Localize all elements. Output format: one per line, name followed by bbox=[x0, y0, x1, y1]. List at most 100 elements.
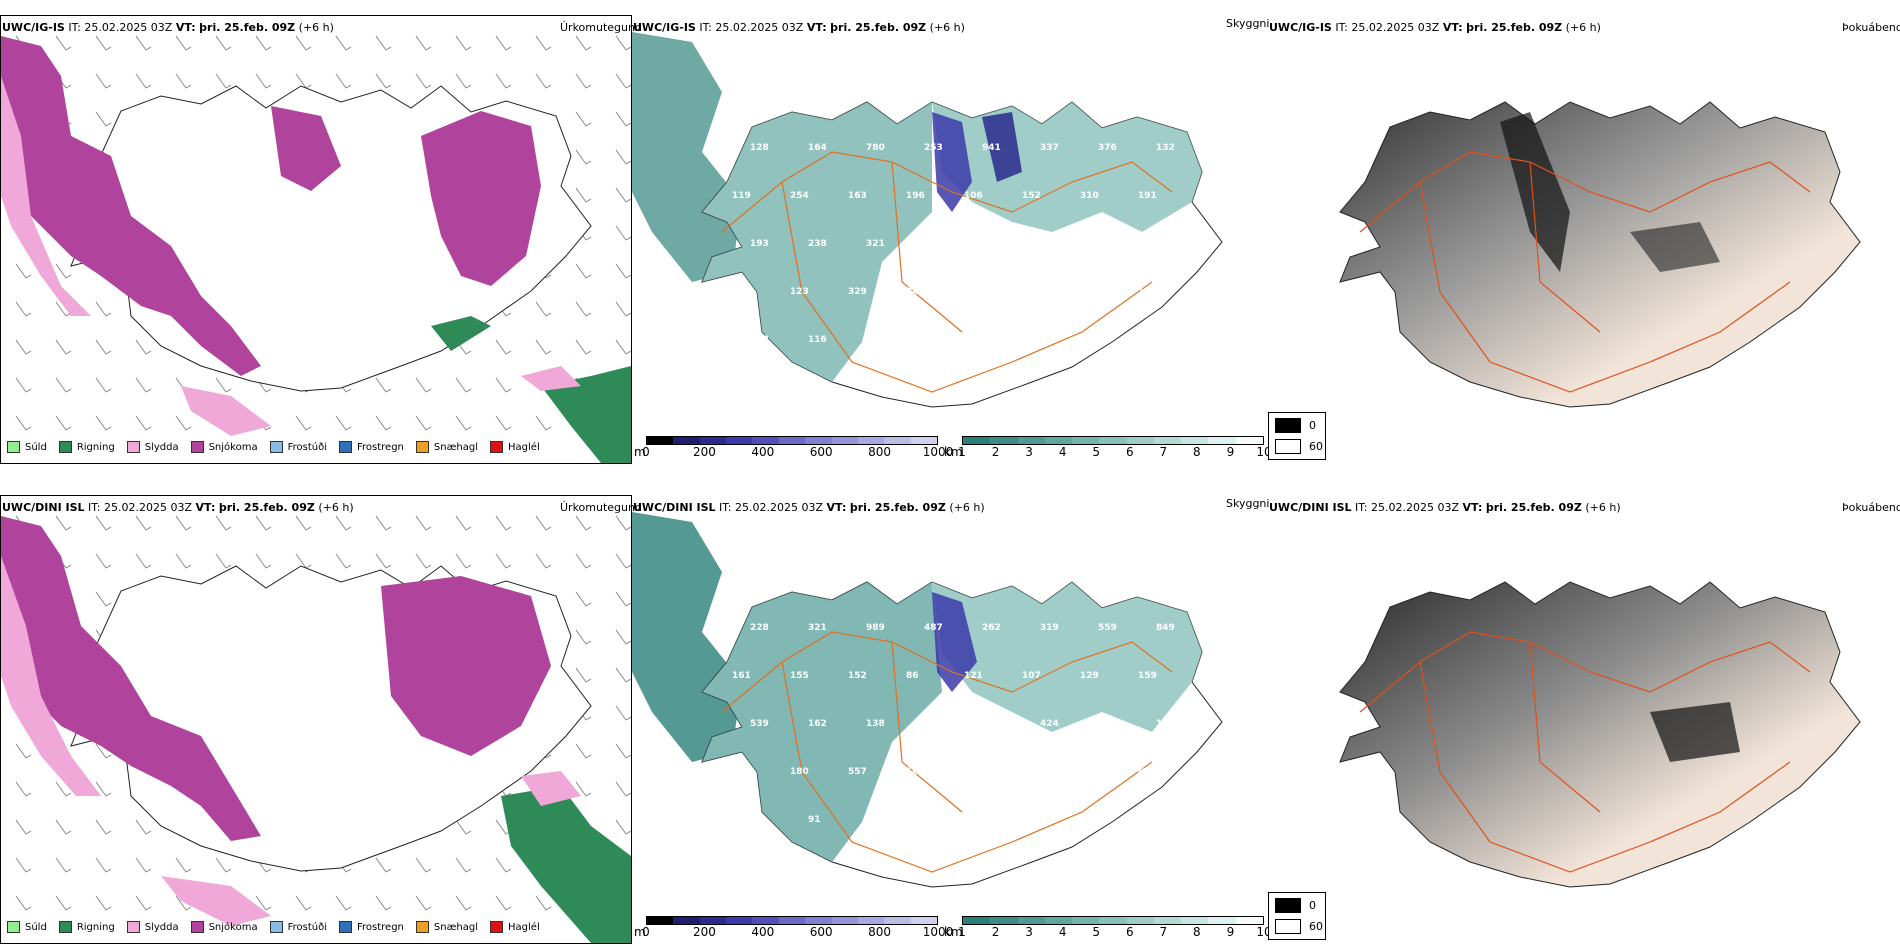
cloud-map-svg-1: 372 348 550 425 291 754 248 256 128 164 780 253 941 3… bbox=[632, 32, 1223, 408]
wind-barb bbox=[95, 781, 112, 797]
colorbar-segment bbox=[1153, 917, 1182, 924]
wind-barb bbox=[415, 515, 432, 531]
colorbar-segment bbox=[1072, 917, 1100, 924]
wind-barb bbox=[375, 415, 392, 431]
wind-barb bbox=[335, 553, 352, 569]
cloud-base-label: 895 bbox=[848, 575, 867, 585]
wind-barb bbox=[375, 895, 392, 911]
colorbar-segment bbox=[1153, 437, 1182, 444]
sleet-area-3 bbox=[181, 386, 271, 436]
precip-legend-1: Súld Rigning Slydda Snjókoma Frostúði Fr… bbox=[7, 441, 552, 453]
cloud-base-label: 191 bbox=[1138, 191, 1157, 201]
snow-area-north bbox=[271, 106, 341, 191]
cloud-base-label: 620 bbox=[1138, 767, 1157, 777]
cloud-base-label: 162 bbox=[808, 719, 827, 729]
wind-barb bbox=[95, 35, 112, 51]
colorbar-tick: 10 bbox=[1256, 925, 1272, 939]
cloud-title-2: Skyggni bbox=[1226, 497, 1270, 510]
cloud-base-label: 401 bbox=[1080, 287, 1099, 297]
colorbar-tick: 0 bbox=[642, 925, 650, 939]
cloud-base-unit-1: m bbox=[634, 445, 646, 459]
wind-barb bbox=[95, 111, 112, 127]
dark-fog-band-2 bbox=[1630, 222, 1720, 272]
wind-barb bbox=[615, 111, 631, 127]
colorbar-segment bbox=[1208, 917, 1236, 924]
colorbar-tick: 8 bbox=[1193, 445, 1201, 459]
legend-swatch bbox=[58, 441, 72, 453]
rain-area-2 bbox=[431, 316, 491, 351]
cloud-base-label: 292 bbox=[1022, 575, 1041, 585]
wind-barb bbox=[175, 415, 192, 431]
wind-barb bbox=[575, 149, 592, 165]
wind-barb bbox=[335, 415, 352, 431]
fog-legend-item: 0 bbox=[1275, 418, 1316, 433]
cloud-base-label: 248 bbox=[1080, 95, 1099, 105]
cloud-base-label: 574 bbox=[1098, 719, 1117, 729]
wind-barb bbox=[175, 515, 192, 531]
cloud-base-label: 355 bbox=[1138, 575, 1157, 585]
precip-title-1: Úrkomutegund bbox=[560, 21, 642, 34]
road-network bbox=[1359, 631, 1811, 873]
wind-barb bbox=[135, 819, 152, 835]
colorbar-tick: 7 bbox=[1159, 445, 1168, 459]
cloud-base-label: 319 bbox=[1040, 623, 1059, 633]
legend-item: Slydda bbox=[126, 921, 179, 933]
legend-swatch bbox=[58, 921, 72, 933]
cloud-base-label: 106 bbox=[964, 191, 983, 201]
wind-barb bbox=[495, 35, 512, 51]
wind-barb bbox=[255, 895, 272, 911]
wind-barb bbox=[295, 895, 312, 911]
dark-fog-band bbox=[1650, 702, 1740, 762]
colorbar-tick: 1000 bbox=[922, 445, 954, 459]
visibility-colorbar-1: 1 2 3 4 5 6 7 8 9 10 bbox=[958, 436, 1272, 459]
wind-barb bbox=[135, 377, 152, 393]
wind-barb bbox=[295, 415, 312, 431]
visibility-area-east bbox=[932, 582, 1202, 732]
wind-barb bbox=[455, 553, 472, 569]
wind-barb bbox=[95, 819, 112, 835]
legend-swatch bbox=[269, 921, 283, 933]
wind-barb bbox=[615, 339, 631, 355]
wind-barb bbox=[95, 743, 112, 759]
colorbar-segment bbox=[857, 917, 885, 924]
wind-barb bbox=[575, 73, 592, 89]
cloud-map-2: 847 328 895 313 296 292 300 355 228 321 989 487 262 3… bbox=[632, 512, 1262, 912]
legend-swatch bbox=[415, 441, 429, 453]
precip-title-2: Úrkomutegund bbox=[560, 501, 642, 514]
wind-barb bbox=[455, 515, 472, 531]
wind-barb bbox=[135, 73, 152, 89]
cloud-base-label: 329 bbox=[848, 287, 867, 297]
wind-barb bbox=[615, 515, 631, 531]
colorbar-segment bbox=[1044, 917, 1073, 924]
cloud-base-label: 163 bbox=[906, 767, 925, 777]
wind-barb bbox=[15, 301, 32, 317]
sleet-area-2 bbox=[521, 771, 581, 806]
colorbar-segment bbox=[1017, 437, 1045, 444]
wind-barb bbox=[15, 339, 32, 355]
cloud-base-label: 163 bbox=[848, 191, 867, 201]
wind-barb bbox=[455, 415, 472, 431]
wind-barb bbox=[15, 263, 32, 279]
colorbar-tick: 800 bbox=[868, 445, 892, 459]
wind-barb bbox=[95, 895, 112, 911]
wind-barb bbox=[575, 263, 592, 279]
wind-barb bbox=[135, 339, 152, 355]
colorbar-tick: 6 bbox=[1125, 925, 1134, 939]
wind-barb bbox=[95, 515, 112, 531]
fog-legend-1: 0 60 bbox=[1268, 412, 1326, 460]
colorbar-segment bbox=[910, 437, 937, 444]
legend-item: Snæhagl bbox=[415, 921, 478, 933]
snow-area-east bbox=[421, 111, 541, 286]
colorbar-segment bbox=[647, 917, 674, 924]
wind-barb bbox=[95, 73, 112, 89]
wind-barb bbox=[215, 553, 232, 569]
cloud-base-label: 768 bbox=[982, 719, 1001, 729]
cloud-base-label: 557 bbox=[848, 767, 867, 777]
colorbar-segment bbox=[752, 437, 779, 444]
cloud-base-label: 123 bbox=[790, 287, 809, 297]
sleet-area bbox=[1, 76, 91, 316]
colorbar-segment bbox=[778, 437, 806, 444]
wind-barb bbox=[615, 591, 631, 607]
wind-barb bbox=[615, 553, 631, 569]
legend-swatch bbox=[415, 921, 429, 933]
